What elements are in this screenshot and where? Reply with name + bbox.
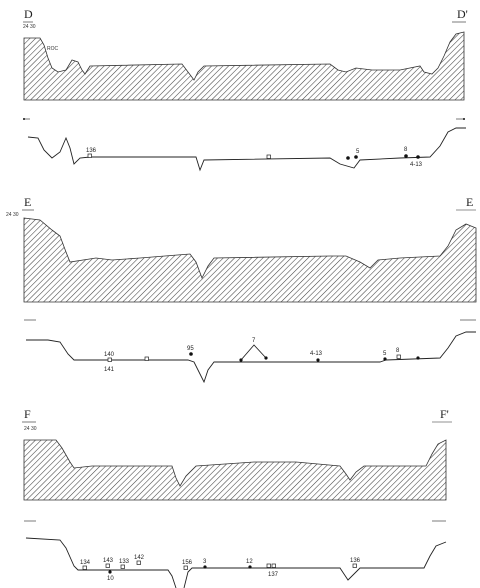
section-f-label-134: 134 — [80, 560, 91, 566]
section-f-marker-12 — [248, 565, 252, 569]
section-d-marker-136 — [87, 153, 92, 158]
section-e-label-141: 141 — [104, 367, 115, 373]
section-f-label-10: 10 — [107, 576, 114, 582]
section-f-label-137: 137 — [268, 572, 279, 578]
section-f-profile-line — [25, 537, 447, 588]
section-f-marker-3 — [203, 565, 207, 569]
section-d-label-5: 5 — [356, 149, 360, 155]
section-d-profile-line — [27, 127, 466, 172]
section-e-marker-8 — [396, 354, 401, 359]
section-e-label-140: 140 — [104, 352, 115, 358]
section-e-profile-line — [26, 331, 476, 384]
section-d-right-tick-dot — [463, 118, 465, 120]
section-f-marker-156 — [183, 565, 188, 570]
section-e-label-4-13: 4-13 — [310, 351, 323, 357]
section-f-marker-142 — [136, 560, 141, 565]
section-f-marker-136 — [352, 563, 357, 568]
section-d-inset-label: ROC — [47, 46, 59, 52]
section-f: F 24 30 F' 134 143 10 133 142 156 3 12 1… — [22, 407, 452, 588]
section-d-left-tick-dot — [23, 118, 25, 120]
section-e-marker-4-13 — [316, 358, 320, 362]
section-f-label-133: 133 — [119, 559, 130, 565]
section-d-label-8: 8 — [404, 147, 408, 153]
section-e-label-8: 8 — [396, 348, 400, 354]
section-e: E 24 30 E 140 141 95 7 4-13 5 8 — [6, 195, 477, 384]
section-d-marker-square — [266, 154, 271, 159]
section-f-scale-left: 24 30 — [24, 426, 37, 432]
section-d-label-left: D — [24, 7, 33, 21]
section-e-marker-dot-end — [416, 356, 420, 360]
section-e-label-95: 95 — [187, 346, 194, 352]
section-d: D 24 30 D' ROC 136 5 8 4-13 — [23, 7, 468, 172]
section-e-scale-left: 24 30 — [6, 212, 19, 218]
section-e-marker-5 — [383, 357, 387, 361]
section-f-marker-137-a — [266, 563, 271, 568]
section-f-label-left: F — [24, 407, 31, 421]
section-e-ground-mass — [23, 217, 477, 303]
section-f-ground-mass — [23, 439, 447, 501]
section-e-label-7: 7 — [252, 338, 256, 344]
section-d-marker-8 — [404, 154, 408, 158]
section-d-label-136: 136 — [86, 148, 97, 154]
section-f-label-right: F' — [440, 407, 449, 421]
section-d-marker-4-13 — [416, 155, 420, 159]
section-d-ground-mass — [23, 31, 465, 101]
section-f-label-156: 156 — [182, 560, 193, 566]
section-f-label-3: 3 — [203, 559, 207, 565]
section-e-label-left: E — [24, 195, 31, 209]
section-f-label-143: 143 — [103, 558, 114, 564]
section-d-label-right: D' — [457, 7, 468, 21]
section-f-label-136: 136 — [350, 558, 361, 564]
section-d-label-4-13: 4-13 — [410, 162, 423, 168]
section-d-scale-left: 24 30 — [23, 24, 36, 30]
section-f-marker-137-b — [271, 563, 276, 568]
section-e-label-5: 5 — [383, 351, 387, 357]
section-e-label-right: E — [466, 195, 473, 209]
section-e-marker-7-a — [239, 358, 243, 362]
section-d-marker-5 — [354, 155, 358, 159]
section-f-label-142: 142 — [134, 555, 145, 561]
section-f-marker-134 — [82, 565, 87, 570]
section-e-marker-7-b — [264, 356, 268, 360]
section-f-marker-10 — [108, 570, 112, 574]
section-d-marker-dot-a — [346, 156, 350, 160]
section-e-marker-square — [144, 356, 149, 361]
section-f-marker-133 — [120, 564, 125, 569]
section-f-label-12: 12 — [246, 559, 253, 565]
section-f-marker-143 — [105, 563, 110, 568]
section-e-marker-95 — [189, 352, 193, 356]
section-e-marker-7-triangle — [240, 344, 267, 361]
section-e-marker-140-141 — [107, 357, 112, 362]
